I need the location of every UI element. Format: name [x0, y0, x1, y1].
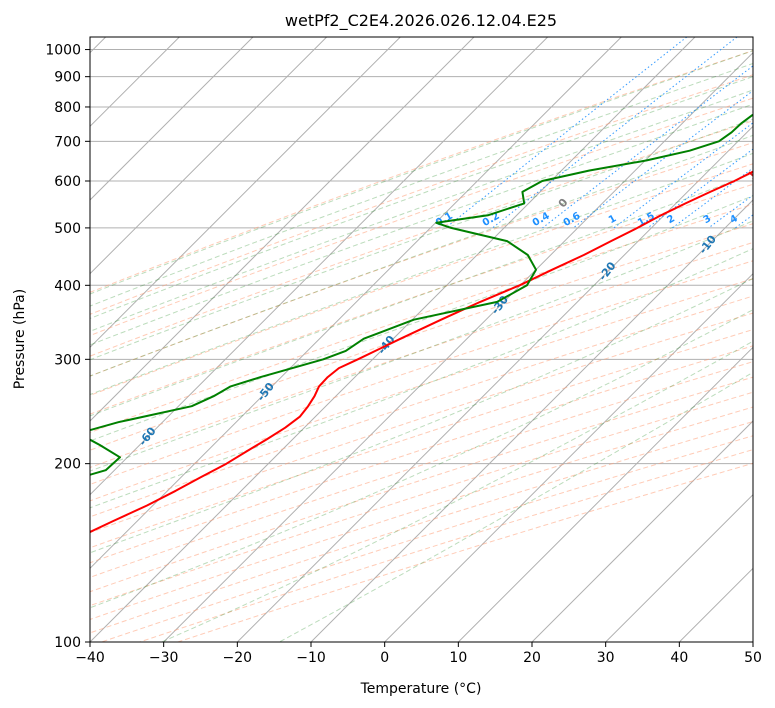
mixing-ratio-label: 1 [607, 213, 619, 226]
x-tick-label: −40 [75, 650, 105, 666]
isotherm-line [605, 493, 753, 642]
isotherm-line [90, 37, 328, 275]
x-axis-ticks: −40 −30 −20 −10 0 10 20 30 40 50 [75, 642, 762, 666]
moist-adiabat-line [90, 220, 753, 472]
mixing-ratio-line [672, 167, 753, 229]
dry-adiabat-line [90, 361, 753, 578]
y-tick-label: 600 [54, 174, 81, 190]
dry-adiabat-line [90, 329, 753, 549]
x-tick-label: 20 [523, 650, 541, 666]
x-tick-label: 40 [670, 650, 688, 666]
isotherm-line [163, 51, 753, 642]
isotherm-line [678, 567, 753, 642]
moist-adiabat-line [90, 118, 753, 361]
moist-adiabat-line [90, 277, 753, 554]
mixing-ratio-label: 4 [728, 213, 740, 226]
dry-adiabat-line [90, 97, 753, 337]
dry-adiabat-line [90, 312, 753, 534]
mixing-ratio-label: 6 [767, 213, 775, 226]
dry-adiabat-line [90, 376, 753, 593]
dry-adiabat-line [90, 295, 753, 518]
moist-adiabats [90, 50, 753, 642]
moist-adiabat-line [90, 50, 753, 295]
x-tick-label: −30 [149, 650, 179, 666]
y-tick-label: 1000 [45, 43, 81, 59]
isotherm-line [384, 272, 753, 642]
isotherm-line [531, 420, 753, 642]
mixing-ratio-line [734, 214, 753, 229]
sounding-traces [90, 113, 753, 534]
y-tick-label: 500 [54, 221, 81, 237]
dry-adiabat-line [90, 345, 753, 564]
isotherm-line [457, 346, 753, 642]
y-tick-label: 100 [54, 635, 81, 651]
mixing-ratio-label: 2 [665, 213, 677, 226]
y-tick-label: 900 [54, 70, 81, 86]
isotherm-line [310, 199, 753, 642]
isotherm-line [90, 37, 475, 422]
dry-adiabat-line [90, 241, 753, 469]
dry-adiabat-line [90, 142, 753, 377]
isotherm-line [90, 37, 254, 201]
y-tick-label: 700 [54, 134, 81, 150]
isotherm-line [90, 37, 401, 349]
isotherm-line [752, 641, 753, 642]
dry-adiabats [90, 50, 753, 642]
mixing-ratio-line [572, 90, 753, 229]
mixing-ratio-line [542, 65, 753, 229]
dewpoint-trace [90, 113, 753, 476]
moist-adiabat-line [279, 371, 753, 642]
isotherm-line [90, 37, 549, 496]
mixing-ratio-label: 0.4 [531, 211, 552, 229]
isotherm-line [90, 37, 622, 570]
x-tick-label: 0 [380, 650, 389, 666]
skewed-isotherms [90, 37, 753, 642]
gridlines [90, 49, 753, 642]
x-axis-label: Temperature (°C) [360, 681, 482, 697]
dry-adiabat-label: -70 [20, 467, 43, 491]
mixing-ratio-lines [445, 37, 753, 229]
chart-title: wetPf2_C2E4.2026.026.12.04.E25 [285, 11, 557, 31]
moist-adiabat-label: 10 [745, 162, 765, 182]
mixing-ratio-label: 3 [702, 213, 714, 226]
y-tick-label: 200 [54, 457, 81, 473]
x-tick-label: 30 [597, 650, 615, 666]
y-tick-label: 300 [54, 352, 81, 368]
x-tick-label: −20 [223, 650, 253, 666]
plot-area: 0.10.20.40.611.52346810131620253036-100-… [20, 37, 775, 642]
moist-adiabat-line [161, 340, 753, 642]
moist-adiabat-line [90, 62, 753, 307]
mixing-ratio-line [492, 37, 738, 229]
dry-adiabat-line [101, 435, 753, 642]
plot-frame [89, 36, 754, 643]
y-axis-label: Pressure (hPa) [12, 289, 28, 389]
y-tick-label: 800 [54, 100, 81, 116]
x-tick-label: 50 [744, 650, 762, 666]
temperature-trace [90, 170, 753, 534]
dry-adiabat-line [90, 163, 753, 396]
dry-adiabat-line [90, 278, 753, 502]
x-tick-label: 10 [449, 650, 467, 666]
isotherm-line [90, 37, 696, 642]
dry-adiabat-line [90, 260, 753, 485]
y-axis-ticks: 1000 900 800 700 600 500 400 300 200 100 [45, 43, 90, 651]
dry-adiabat-line [90, 391, 753, 607]
y-tick-label: 400 [54, 278, 81, 294]
dry-adiabat-line [90, 223, 753, 451]
x-tick-label: −10 [296, 650, 326, 666]
dry-adiabat-line [90, 50, 753, 293]
isotherm-line [236, 125, 753, 642]
